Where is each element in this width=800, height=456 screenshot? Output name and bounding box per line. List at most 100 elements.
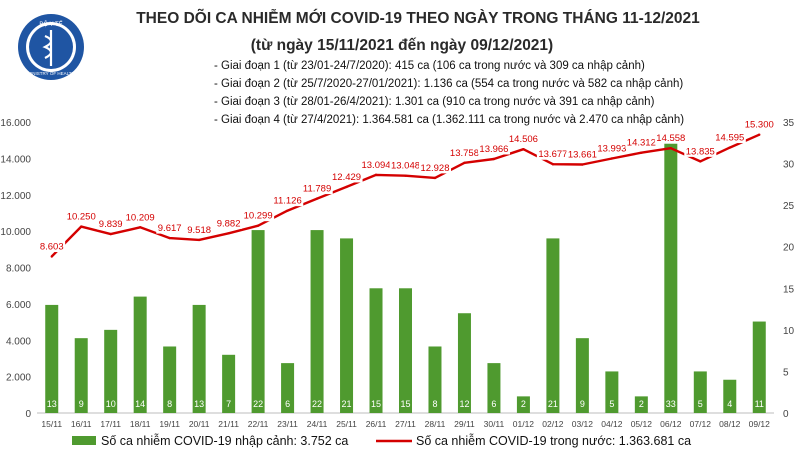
x-tick-label: 23/11 bbox=[277, 419, 298, 429]
left-axis-tick-label: 0 bbox=[25, 409, 31, 420]
right-axis-tick-label: 25 bbox=[783, 201, 795, 212]
line-value-label-bg bbox=[477, 142, 510, 155]
left-axis-tick-label: 10.000 bbox=[0, 227, 31, 238]
x-tick-label: 20/11 bbox=[189, 419, 210, 429]
line-value-label-bg bbox=[418, 161, 452, 174]
bar-value-label: 5 bbox=[609, 399, 614, 409]
bar bbox=[74, 338, 88, 413]
line-point bbox=[522, 147, 525, 151]
bar bbox=[723, 379, 737, 413]
bar-value-label: 15 bbox=[371, 399, 381, 409]
x-tick-label: 27/11 bbox=[395, 419, 416, 429]
line-value-label-bg bbox=[97, 218, 125, 230]
line-value-label: 10.299 bbox=[244, 211, 273, 222]
bar-value-label: 11 bbox=[755, 399, 764, 409]
right-axis-tick-label: 30 bbox=[783, 160, 795, 171]
line-value-label: 14.506 bbox=[509, 134, 538, 145]
line-value-label: 10.209 bbox=[126, 212, 155, 223]
bar bbox=[752, 321, 766, 413]
line-value-label: 13.835 bbox=[686, 146, 715, 157]
left-axis: 0 2.000 4.000 6.000 8.000 10.000 12.000 14.000 1… bbox=[0, 118, 31, 420]
left-axis-tick-label: 4.000 bbox=[6, 336, 31, 347]
x-tick-label: 28/11 bbox=[425, 419, 446, 429]
line-value-label-bg bbox=[654, 132, 687, 144]
x-tick-label: 24/11 bbox=[307, 419, 328, 429]
line-point bbox=[50, 255, 53, 258]
bar-value-labels: 13 9 10 14 8 13 7 22 6 22 21 15 15 8 12 6 2 21 9 5 2 33 5 4 11 bbox=[47, 399, 764, 409]
bar bbox=[664, 138, 678, 413]
line-point bbox=[551, 163, 555, 166]
bar bbox=[399, 288, 412, 413]
line-point bbox=[728, 146, 731, 149]
line-value-label: 13.966 bbox=[479, 144, 508, 155]
bar-value-label: 8 bbox=[167, 399, 172, 409]
line-point bbox=[610, 157, 614, 160]
x-tick-label: 03/12 bbox=[572, 419, 594, 429]
line-point bbox=[315, 197, 319, 200]
x-tick-label: 26/11 bbox=[366, 419, 387, 429]
line-value-label-bg bbox=[156, 222, 184, 234]
bar bbox=[369, 288, 383, 413]
bar-value-label: 5 bbox=[698, 399, 703, 409]
line-value-label-bg bbox=[507, 133, 540, 145]
bar bbox=[546, 238, 560, 413]
legend-bar-label: Số ca nhiễm COVID-19 nhập cảnh: 3.752 ca bbox=[101, 433, 348, 448]
bar bbox=[251, 230, 265, 413]
line-value-label-bg bbox=[271, 194, 304, 207]
right-axis-tick-label: 20 bbox=[783, 243, 795, 254]
bar-value-label: 9 bbox=[79, 399, 84, 409]
x-tick-label: 29/11 bbox=[454, 419, 475, 429]
x-tick-label: 25/11 bbox=[336, 419, 357, 429]
line-point bbox=[463, 161, 466, 164]
bar-value-label: 13 bbox=[47, 399, 57, 409]
line-value-label-bg bbox=[301, 182, 333, 195]
line-point bbox=[699, 160, 702, 163]
bar-value-label: 21 bbox=[342, 399, 352, 409]
bar-value-label: 14 bbox=[135, 399, 145, 409]
bar bbox=[428, 346, 442, 413]
line-value-label: 11.789 bbox=[303, 184, 331, 195]
bar bbox=[457, 313, 471, 413]
bar bbox=[163, 346, 177, 413]
legend-bar-swatch bbox=[72, 436, 96, 445]
bar bbox=[133, 296, 147, 413]
line-value-label: 13.677 bbox=[538, 149, 567, 160]
line-value-label-bg bbox=[595, 142, 628, 155]
right-axis-tick-label: 15 bbox=[783, 284, 795, 295]
x-tick-label: 30/11 bbox=[484, 419, 505, 429]
line-value-label: 9.518 bbox=[187, 225, 211, 236]
chart-title: THEO DÕI CA NHIỄM MỚI COVID-19 THEO NGÀY… bbox=[136, 9, 700, 27]
right-axis-tick-label: 35 bbox=[783, 118, 795, 129]
right-axis-tick-label: 5 bbox=[783, 367, 789, 378]
logo-text-bottom: MINISTRY OF HEALTH bbox=[27, 71, 75, 76]
bar-value-label: 7 bbox=[226, 399, 231, 409]
x-tick-label: 16/11 bbox=[71, 419, 92, 429]
bar bbox=[45, 304, 59, 413]
bar-value-label: 21 bbox=[548, 399, 558, 409]
line-value-label-bg bbox=[330, 170, 363, 183]
line-value-label-bg bbox=[359, 158, 393, 171]
right-axis-tick-label: 0 bbox=[783, 409, 789, 420]
line-point bbox=[138, 226, 142, 229]
line-value-label-bg bbox=[625, 136, 658, 149]
bar-value-label: 22 bbox=[312, 399, 322, 409]
line-point bbox=[286, 209, 289, 212]
bar bbox=[634, 396, 648, 413]
line-point bbox=[227, 232, 230, 235]
line-point bbox=[581, 163, 584, 166]
line-point bbox=[669, 147, 673, 150]
line-value-label-bg bbox=[242, 209, 275, 222]
left-axis-tick-label: 12.000 bbox=[0, 191, 31, 202]
line-value-label-bg bbox=[185, 223, 213, 236]
line-value-label: 13.993 bbox=[597, 144, 626, 155]
left-axis-tick-label: 6.000 bbox=[6, 300, 31, 311]
note-phase-4: - Giai đoạn 4 (từ 27/4/2021): 1.364.581 … bbox=[214, 114, 684, 126]
x-tick-label: 22/11 bbox=[248, 419, 269, 429]
bar-value-label: 4 bbox=[727, 399, 732, 409]
line-point bbox=[109, 232, 112, 236]
x-tick-label: 04/12 bbox=[601, 419, 623, 429]
line-value-label-bg bbox=[536, 148, 569, 160]
line-value-label: 14.595 bbox=[715, 133, 744, 144]
x-tick-label: 09/12 bbox=[749, 419, 771, 429]
